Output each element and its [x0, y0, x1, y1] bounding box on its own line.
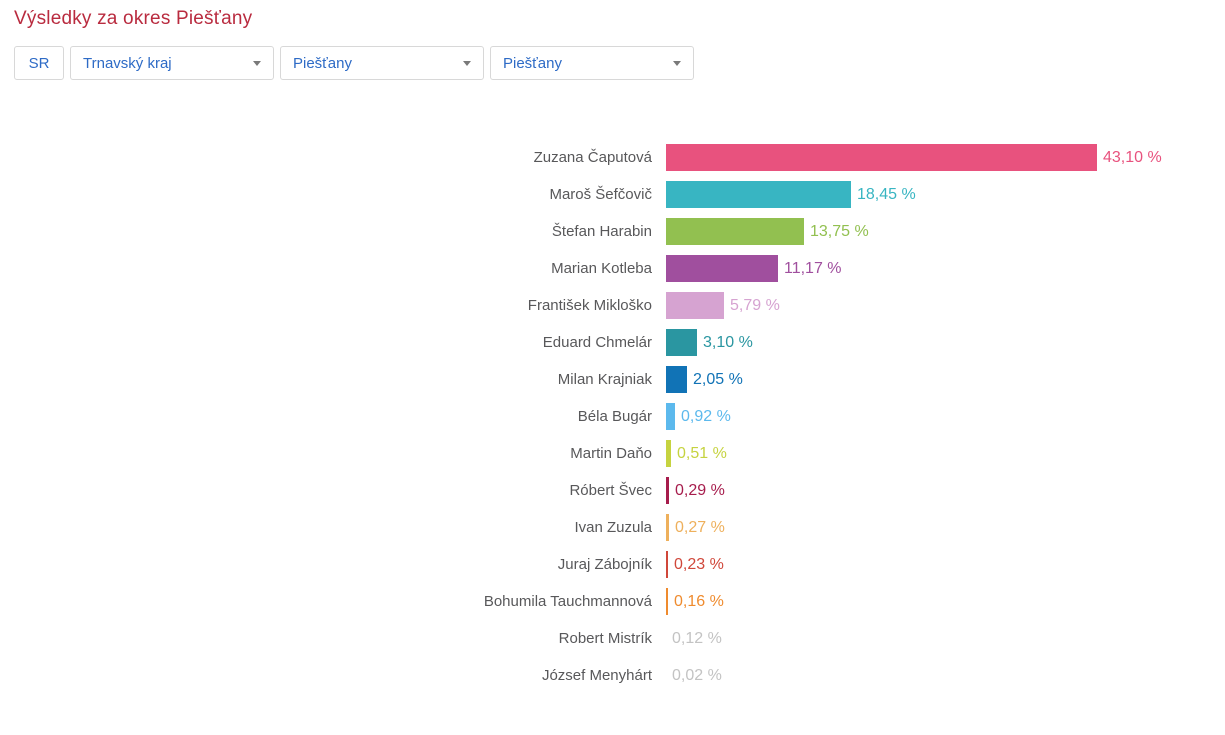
filter-bar: SR Trnavský kraj Piešťany Piešťany: [14, 46, 1225, 80]
bar-track: 0,02 %: [666, 667, 722, 685]
result-value: 18,45 %: [857, 185, 916, 203]
bar-track: 0,12 %: [666, 630, 722, 648]
chart-row: Maroš Šefčovič 18,45 %: [14, 176, 1225, 213]
bar-track: 5,79 %: [666, 292, 780, 319]
result-bar[interactable]: [666, 329, 697, 356]
bar-track: 0,51 %: [666, 440, 727, 467]
candidate-name: Robert Mistrík: [558, 630, 652, 647]
bar-track: 2,05 %: [666, 366, 743, 393]
bar-track: 11,17 %: [666, 255, 842, 282]
bar-track: 0,29 %: [666, 477, 725, 504]
chart-row: Ivan Zuzula 0,27 %: [14, 509, 1225, 546]
chart-row: Béla Bugár 0,92 %: [14, 398, 1225, 435]
result-value: 0,12 %: [672, 629, 722, 647]
result-bar[interactable]: [666, 292, 724, 319]
chart-row: František Mikloško 5,79 %: [14, 287, 1225, 324]
chart-row: Zuzana Čaputová 43,10 %: [14, 139, 1225, 176]
result-value: 0,51 %: [677, 444, 727, 462]
result-bar[interactable]: [666, 218, 804, 245]
candidate-name: Bohumila Tauchmannová: [483, 593, 652, 610]
chart-row: Robert Mistrík 0,12 %: [14, 620, 1225, 657]
bar-track: 0,23 %: [666, 551, 724, 578]
result-value: 0,02 %: [672, 666, 722, 684]
candidate-name: József Menyhárt: [541, 667, 652, 684]
chart-row: Milan Krajniak 2,05 %: [14, 361, 1225, 398]
result-value: 13,75 %: [810, 222, 869, 240]
candidate-name: Ivan Zuzula: [574, 519, 652, 536]
municipality-dropdown-value: Piešťany: [503, 54, 562, 72]
bar-track: 13,75 %: [666, 218, 869, 245]
municipality-dropdown[interactable]: Piešťany: [490, 46, 694, 80]
region-dropdown-value: Trnavský kraj: [83, 54, 172, 72]
result-bar[interactable]: [666, 477, 669, 504]
district-dropdown[interactable]: Piešťany: [280, 46, 484, 80]
results-page: Výsledky za okres Piešťany SR Trnavský k…: [14, 8, 1225, 694]
chart-row: Eduard Chmelár 3,10 %: [14, 324, 1225, 361]
candidate-name: Martin Daňo: [570, 445, 652, 462]
result-value: 0,16 %: [674, 592, 724, 610]
chart-row: Bohumila Tauchmannová 0,16 %: [14, 583, 1225, 620]
chevron-down-icon: [673, 60, 681, 66]
bar-track: 0,92 %: [666, 403, 731, 430]
bar-track: 0,27 %: [666, 514, 725, 541]
page-title: Výsledky za okres Piešťany: [14, 8, 253, 29]
candidate-name: Milan Krajniak: [557, 371, 652, 388]
candidate-name: Zuzana Čaputová: [533, 149, 652, 166]
chart-row: Róbert Švec 0,29 %: [14, 472, 1225, 509]
candidate-name: Štefan Harabin: [551, 223, 652, 240]
result-value: 0,23 %: [674, 555, 724, 573]
bar-track: 18,45 %: [666, 181, 916, 208]
results-bar-chart: Zuzana Čaputová 43,10 % Maroš Šefčovič 1…: [14, 139, 1225, 694]
result-value: 2,05 %: [693, 370, 743, 388]
bar-track: 3,10 %: [666, 329, 753, 356]
result-value: 3,10 %: [703, 333, 753, 351]
sr-button[interactable]: SR: [14, 46, 64, 80]
result-bar[interactable]: [666, 403, 675, 430]
candidate-name: Róbert Švec: [569, 482, 652, 499]
result-bar[interactable]: [666, 551, 668, 578]
candidate-name: Eduard Chmelár: [542, 334, 652, 351]
candidate-name: František Mikloško: [527, 297, 652, 314]
chart-row: Štefan Harabin 13,75 %: [14, 213, 1225, 250]
candidate-name: Béla Bugár: [577, 408, 652, 425]
result-bar[interactable]: [666, 588, 668, 615]
chevron-down-icon: [253, 60, 261, 66]
candidate-name: Juraj Zábojník: [557, 556, 652, 573]
district-dropdown-value: Piešťany: [293, 54, 352, 72]
result-value: 43,10 %: [1103, 148, 1162, 166]
result-bar[interactable]: [666, 514, 669, 541]
bar-track: 43,10 %: [666, 144, 1162, 171]
result-value: 0,29 %: [675, 481, 725, 499]
result-value: 0,27 %: [675, 518, 725, 536]
result-bar[interactable]: [666, 255, 778, 282]
region-dropdown[interactable]: Trnavský kraj: [70, 46, 274, 80]
result-value: 11,17 %: [784, 259, 842, 277]
result-bar[interactable]: [666, 144, 1097, 171]
chart-row: Marian Kotleba 11,17 %: [14, 250, 1225, 287]
chart-row: Martin Daňo 0,51 %: [14, 435, 1225, 472]
chart-row: Juraj Zábojník 0,23 %: [14, 546, 1225, 583]
result-bar[interactable]: [666, 181, 851, 208]
result-bar[interactable]: [666, 440, 671, 467]
bar-track: 0,16 %: [666, 588, 724, 615]
result-bar[interactable]: [666, 366, 687, 393]
chart-row: József Menyhárt 0,02 %: [14, 657, 1225, 694]
candidate-name: Maroš Šefčovič: [549, 186, 652, 203]
result-value: 0,92 %: [681, 407, 731, 425]
candidate-name: Marian Kotleba: [551, 260, 652, 277]
result-value: 5,79 %: [730, 296, 780, 314]
chevron-down-icon: [463, 60, 471, 66]
